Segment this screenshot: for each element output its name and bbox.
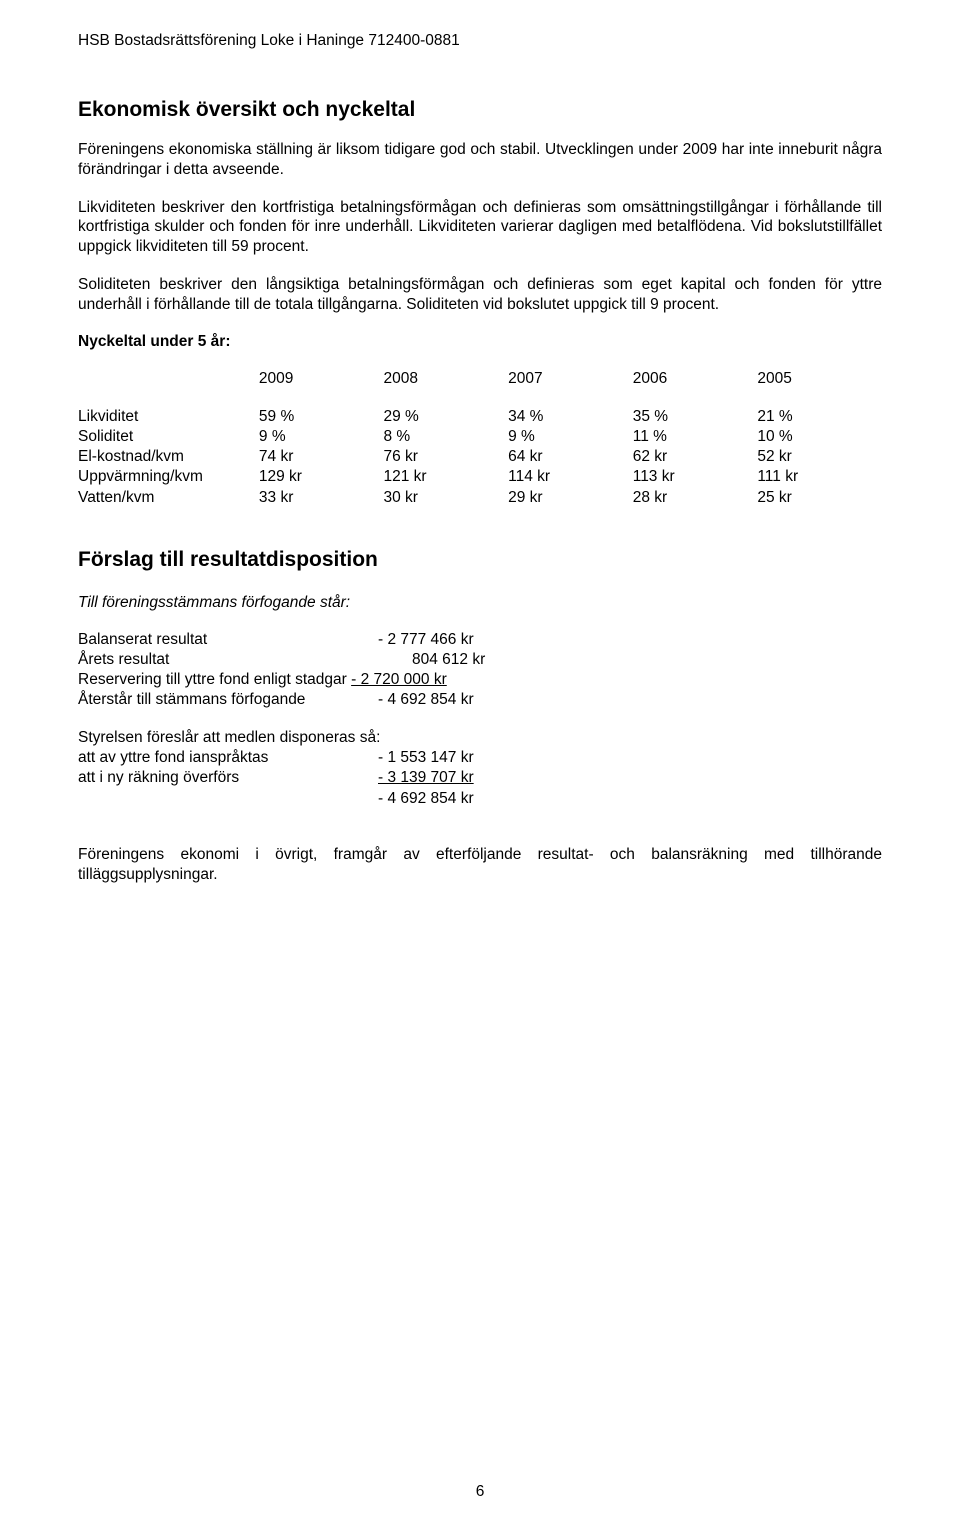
- table-cell: 113 kr: [633, 467, 758, 487]
- table-row: Likviditet59 %29 %34 %35 %21 %: [78, 407, 882, 427]
- disposition-value: - 3 139 707 kr: [378, 768, 518, 788]
- table-cell: 114 kr: [508, 467, 633, 487]
- paragraph: Föreningens ekonomiska ställning är liks…: [78, 140, 882, 180]
- closing-paragraph: Föreningens ekonomi i övrigt, framgår av…: [78, 845, 882, 885]
- table-cell: 25 kr: [757, 488, 882, 508]
- disposition-label: Årets resultat: [78, 650, 378, 670]
- table-cell-label: Vatten/kvm: [78, 488, 259, 508]
- table-cell: 34 %: [508, 407, 633, 427]
- section-title-forslag: Förslag till resultatdisposition: [78, 548, 882, 572]
- table-cell: 9 %: [508, 427, 633, 447]
- table-cell: 10 %: [757, 427, 882, 447]
- table-header-cell: 2005: [757, 369, 882, 407]
- table-header-cell: 2009: [259, 369, 384, 407]
- section-title-ekonomisk: Ekonomisk översikt och nyckeltal: [78, 98, 882, 122]
- table-cell: 29 kr: [508, 488, 633, 508]
- table-cell: 9 %: [259, 427, 384, 447]
- page-header: HSB Bostadsrättsförening Loke i Haninge …: [78, 32, 882, 50]
- nyckeltal-label: Nyckeltal under 5 år:: [78, 333, 882, 351]
- table-cell: 28 kr: [633, 488, 758, 508]
- disposition-label: Återstår till stämmans förfogande: [78, 690, 378, 710]
- table-cell: 52 kr: [757, 447, 882, 467]
- table-cell: 8 %: [384, 427, 509, 447]
- table-cell: 29 %: [384, 407, 509, 427]
- table-row: El-kostnad/kvm74 kr76 kr64 kr62 kr52 kr: [78, 447, 882, 467]
- table-cell: 11 %: [633, 427, 758, 447]
- page-number: 6: [0, 1483, 960, 1501]
- disposition-label: att av yttre fond ianspråktas: [78, 748, 378, 768]
- disposition-label: Balanserat resultat: [78, 630, 378, 650]
- disposition-row: Balanserat resultat- 2 777 466 kr: [78, 630, 518, 650]
- table-cell: 74 kr: [259, 447, 384, 467]
- table-cell: 64 kr: [508, 447, 633, 467]
- table-row: Soliditet9 %8 %9 %11 %10 %: [78, 427, 882, 447]
- paragraph: Likviditeten beskriver den kortfristiga …: [78, 198, 882, 257]
- table-header-cell: 2006: [633, 369, 758, 407]
- disposition-value: 804 612 kr: [378, 650, 518, 670]
- table-cell: 62 kr: [633, 447, 758, 467]
- disposition-row: Reservering till yttre fond enligt stadg…: [78, 670, 518, 690]
- table-cell-label: Likviditet: [78, 407, 259, 427]
- table-cell: 59 %: [259, 407, 384, 427]
- disposition-intro: Till föreningsstämmans förfogande står:: [78, 594, 882, 612]
- table-cell-label: El-kostnad/kvm: [78, 447, 259, 467]
- nyckeltal-table: 2009 2008 2007 2006 2005 Likviditet59 %2…: [78, 369, 882, 508]
- disposition-block2-intro: Styrelsen föreslår att medlen disponeras…: [78, 728, 882, 748]
- table-body: Likviditet59 %29 %34 %35 %21 %Soliditet9…: [78, 407, 882, 508]
- disposition-row: att i ny räkning överförs- 3 139 707 kr: [78, 768, 518, 788]
- disposition-row: - 4 692 854 kr: [78, 789, 518, 809]
- disposition-label: [78, 789, 378, 809]
- table-cell: 30 kr: [384, 488, 509, 508]
- disposition-value: - 2 777 466 kr: [378, 630, 518, 650]
- table-header-cell: 2008: [384, 369, 509, 407]
- table-cell: 21 %: [757, 407, 882, 427]
- table-cell: 111 kr: [757, 467, 882, 487]
- disposition-cell: Reservering till yttre fond enligt stadg…: [78, 670, 518, 690]
- table-cell: 76 kr: [384, 447, 509, 467]
- table-cell: 121 kr: [384, 467, 509, 487]
- table-row: Uppvärmning/kvm129 kr121 kr114 kr113 kr1…: [78, 467, 882, 487]
- disposition-row: Årets resultat804 612 kr: [78, 650, 518, 670]
- table-cell-label: Uppvärmning/kvm: [78, 467, 259, 487]
- table-cell: 35 %: [633, 407, 758, 427]
- disposition-label: att i ny räkning överförs: [78, 768, 378, 788]
- disposition-row: att av yttre fond ianspråktas- 1 553 147…: [78, 748, 518, 768]
- table-row: Vatten/kvm33 kr30 kr29 kr28 kr25 kr: [78, 488, 882, 508]
- disposition-value: - 4 692 854 kr: [378, 789, 518, 809]
- table-cell-label: Soliditet: [78, 427, 259, 447]
- disposition-block-2: att av yttre fond ianspråktas- 1 553 147…: [78, 748, 518, 808]
- table-cell: 33 kr: [259, 488, 384, 508]
- disposition-value: - 4 692 854 kr: [378, 690, 518, 710]
- table-cell: 129 kr: [259, 467, 384, 487]
- disposition-block-1: Balanserat resultat- 2 777 466 krÅrets r…: [78, 630, 518, 711]
- table-header-cell: [78, 369, 259, 407]
- table-header-cell: 2007: [508, 369, 633, 407]
- paragraph: Soliditeten beskriver den långsiktiga be…: [78, 275, 882, 315]
- table-header-row: 2009 2008 2007 2006 2005: [78, 369, 882, 407]
- disposition-value: - 1 553 147 kr: [378, 748, 518, 768]
- document-page: HSB Bostadsrättsförening Loke i Haninge …: [0, 0, 960, 1531]
- disposition-row: Återstår till stämmans förfogande- 4 692…: [78, 690, 518, 710]
